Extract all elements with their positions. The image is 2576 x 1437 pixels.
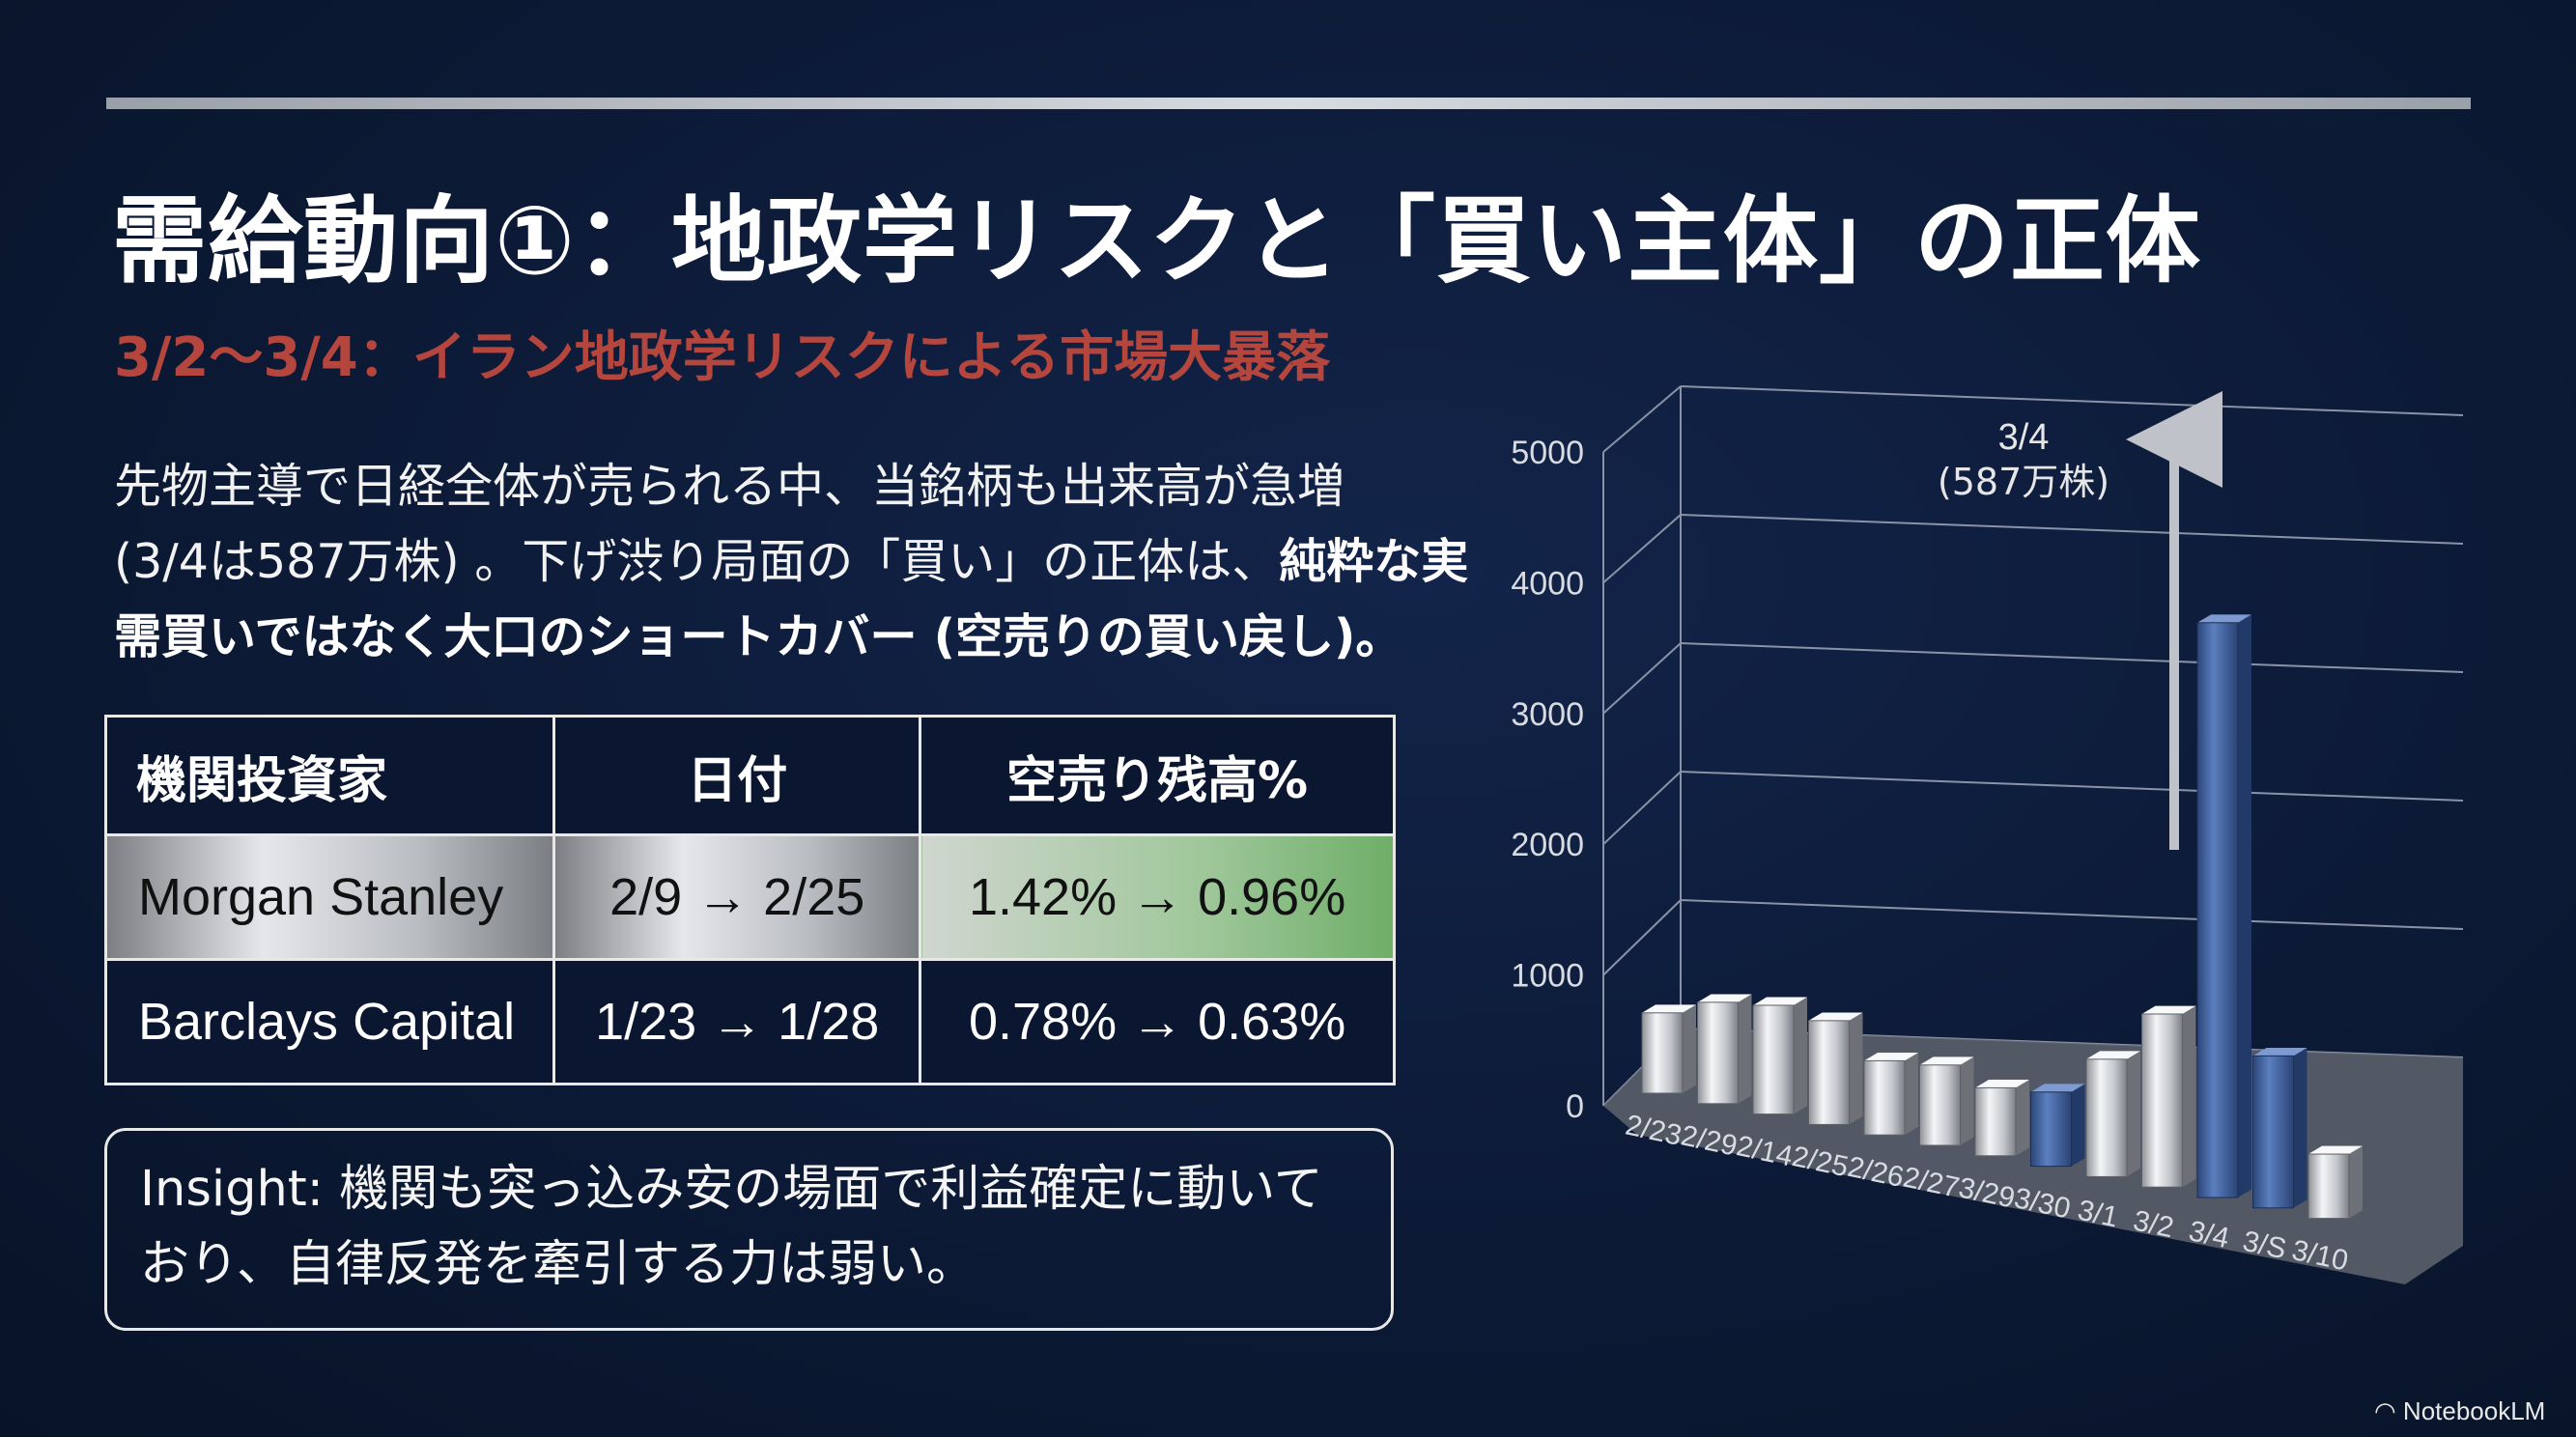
bar bbox=[2085, 1051, 2140, 1177]
gridline-left bbox=[1602, 899, 1682, 976]
insight-line-2: おり、自律反発を牽引する力は弱い。 bbox=[140, 1236, 976, 1293]
x-tick-label: 3/1 bbox=[2075, 1195, 2121, 1234]
gridline bbox=[1680, 771, 2464, 802]
gridline bbox=[1680, 642, 2464, 673]
cell-date: 1/23 → 1/28 bbox=[552, 958, 922, 1085]
cell-short-ratio: 0.78% → 0.63% bbox=[919, 958, 1396, 1085]
bar bbox=[1641, 1004, 1696, 1094]
table-row: Morgan Stanley 2/9 → 2/25 1.42% → 0.96% bbox=[103, 833, 1396, 961]
gridline bbox=[1680, 514, 2464, 545]
header-institution: 機関投資家 bbox=[103, 715, 556, 836]
cell-short-ratio: 1.42% → 0.96% bbox=[919, 833, 1396, 961]
body-line-1: 先物主導で日経全体が売られる中、当銘柄も出来高が急増 bbox=[114, 459, 1345, 514]
annotation-date: 3/4 bbox=[1998, 417, 2050, 458]
bar bbox=[1919, 1057, 1974, 1146]
gridline bbox=[1680, 385, 2464, 416]
y-tick-label: 2000 bbox=[1511, 827, 1584, 863]
body-line-3-bold: 需買いではなく大口のショートカバー (空売りの買い戻し)。 bbox=[114, 609, 1403, 664]
header-date: 日付 bbox=[552, 715, 922, 836]
bar bbox=[1697, 994, 1752, 1105]
slide-title: 需給動向①：地政学リスクと「買い主体」の正体 bbox=[112, 186, 2201, 296]
top-divider bbox=[106, 98, 2471, 109]
gridline-left bbox=[1602, 771, 1682, 845]
y-tick-label: 0 bbox=[1566, 1088, 1584, 1125]
x-tick-label: 3/2 bbox=[2131, 1204, 2177, 1244]
notebooklm-logo-icon: ◠ bbox=[2374, 1396, 2396, 1425]
bar bbox=[1974, 1080, 2029, 1157]
y-tick-label: 3000 bbox=[1511, 696, 1584, 733]
gridline-left bbox=[1602, 642, 1682, 715]
bar bbox=[1808, 1012, 1863, 1125]
institution-table: 機関投資家 日付 空売り残高% Morgan Stanley 2/9 → 2/2… bbox=[103, 715, 1396, 1085]
header-short-ratio: 空売り残高% bbox=[919, 715, 1396, 836]
insight-line-1: Insight: 機関も突っ込み安の場面で利益確定に動いて bbox=[140, 1161, 1323, 1218]
cell-institution: Barclays Capital bbox=[103, 958, 556, 1085]
bar bbox=[1863, 1053, 1918, 1136]
bar bbox=[1752, 997, 1807, 1115]
cell-institution: Morgan Stanley bbox=[103, 833, 556, 961]
body-line-2-plain: (3/4は587万株) 。下げ渋り局面の「買い」の正体は、 bbox=[114, 534, 1280, 589]
notebooklm-brand: ◠ NotebookLM bbox=[2374, 1396, 2545, 1426]
insight-box: Insight: 機関も突っ込み安の場面で利益確定に動いて おり、自律反発を牽引… bbox=[104, 1128, 1394, 1331]
table-header-row: 機関投資家 日付 空売り残高% bbox=[103, 715, 1396, 836]
table-row: Barclays Capital 1/23 → 1/28 0.78% → 0.6… bbox=[103, 958, 1396, 1085]
bar bbox=[2141, 1005, 2196, 1188]
y-tick-label: 1000 bbox=[1511, 958, 1584, 995]
body-paragraph: 先物主導で日経全体が売られる中、当銘柄も出来高が急増 (3/4は587万株) 。… bbox=[114, 449, 1514, 675]
body-line-2-bold: 純粋な実 bbox=[1279, 534, 1469, 589]
annotation-volume: (587万株) bbox=[1938, 461, 2109, 503]
gridline-left bbox=[1602, 385, 1682, 453]
chart-annotation: 3/4 (587万株) bbox=[1938, 391, 2222, 850]
bar bbox=[2030, 1084, 2085, 1168]
slide-subtitle: 3/2〜3/4：イラン地政学リスクによる市場大暴落 bbox=[114, 326, 1331, 389]
volume-bar-chart: 0100020003000400050002/232/292/142/252/2… bbox=[1511, 385, 2464, 1284]
cell-date: 2/9 → 2/25 bbox=[552, 833, 922, 961]
bar bbox=[2196, 614, 2251, 1198]
y-tick-label: 5000 bbox=[1511, 435, 1584, 471]
body-line-3: 需買いではなく大口のショートカバー (空売りの買い戻し)。 bbox=[114, 600, 1514, 675]
gridline bbox=[1680, 899, 2464, 930]
bar bbox=[2252, 1047, 2307, 1209]
gridline-left bbox=[1602, 514, 1682, 584]
y-tick-label: 4000 bbox=[1511, 565, 1584, 602]
body-line-2: (3/4は587万株) 。下げ渋り局面の「買い」の正体は、純粋な実 bbox=[114, 524, 1514, 600]
brand-label: NotebookLM bbox=[2402, 1396, 2546, 1425]
bar bbox=[2307, 1145, 2363, 1220]
